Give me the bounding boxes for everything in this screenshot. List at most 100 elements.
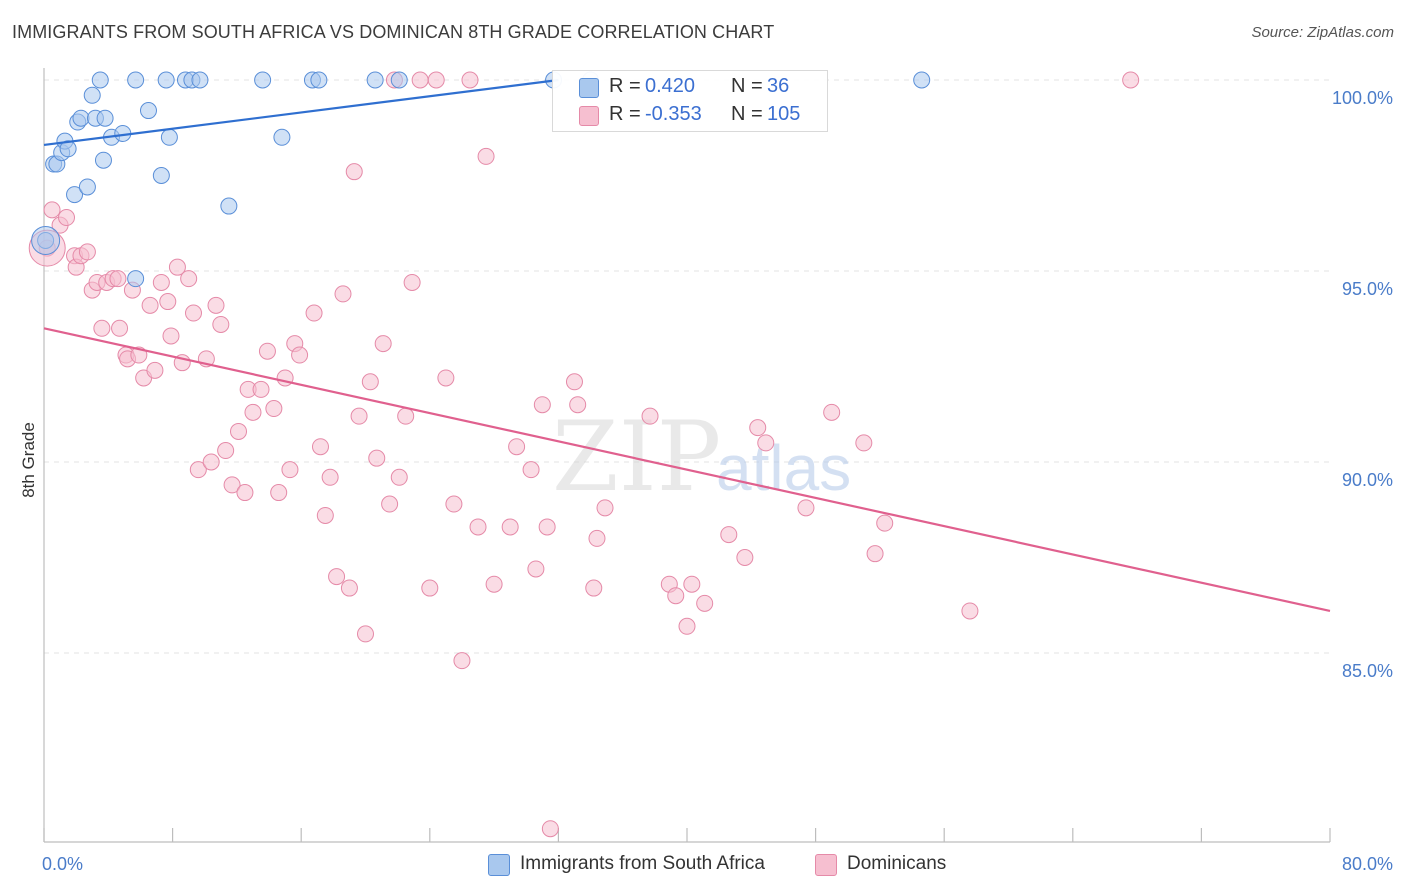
legend-n-value: 105	[767, 103, 801, 125]
dominicans-point	[212, 315, 230, 333]
x-tick-labels: 0.0% 80.0%	[42, 854, 1393, 874]
dominicans-point	[202, 453, 220, 471]
legend-n-label: N =	[731, 75, 763, 97]
y-tick-label: 90.0%	[1342, 470, 1393, 490]
y-tick-label: 95.0%	[1342, 279, 1393, 299]
y-axis-label: 8th Grade	[19, 422, 38, 498]
dominicans-point	[445, 495, 463, 513]
dominicans-point	[533, 396, 551, 414]
dominicans-point	[797, 499, 815, 517]
legend-row-dominicans: R = -0.353 N = 105	[553, 101, 827, 129]
dominicans-point	[340, 579, 358, 597]
dominicans-point	[411, 71, 429, 89]
dominicans-point	[58, 209, 76, 227]
dominicans-point	[477, 147, 495, 165]
dominicans-point	[162, 327, 180, 345]
dominicans-point	[146, 361, 164, 379]
bottom-legend-swatch-pink	[815, 854, 837, 876]
dominicans-point	[527, 560, 545, 578]
dominicans-point	[141, 296, 159, 314]
dominicans-point	[508, 438, 526, 456]
dominicans-point	[374, 335, 392, 353]
dominicans-point	[641, 407, 659, 425]
dominicans-point	[270, 484, 288, 502]
dominicans-point	[678, 617, 696, 635]
dominicans-point	[345, 163, 363, 181]
dominicans-point	[43, 201, 61, 219]
dominicans-point	[357, 625, 374, 643]
x-tick-label: 80.0%	[1342, 854, 1393, 874]
south-africa-point	[273, 128, 291, 146]
dominicans-point	[236, 484, 254, 502]
south-africa-point	[366, 71, 384, 89]
dominicans-point	[866, 545, 884, 563]
dominicans-point	[328, 568, 346, 586]
dominicans-point	[180, 270, 198, 288]
south-africa-point	[139, 102, 157, 120]
dominicans-point	[184, 304, 202, 322]
dominicans-point	[461, 71, 479, 89]
dominicans-point	[93, 319, 111, 337]
dominicans-point	[961, 602, 979, 620]
south-africa-point	[254, 71, 272, 89]
south-africa-trend-line	[43, 78, 559, 147]
dominicans-point	[683, 575, 701, 593]
dominicans-point	[316, 506, 334, 524]
dominicans-point	[569, 396, 587, 414]
south-africa-point	[91, 71, 109, 89]
legend-n-value: 36	[767, 75, 790, 97]
dominicans-point	[207, 296, 225, 314]
dominicans-point	[78, 243, 96, 261]
south-africa-point	[72, 109, 90, 127]
dominicans-point	[217, 442, 235, 460]
dominicans-point	[588, 529, 606, 547]
south-africa-point	[157, 71, 175, 89]
y-tick-label: 85.0%	[1342, 661, 1393, 681]
south-africa-point	[83, 86, 101, 104]
bottom-legend-dominicans: Dominicans	[815, 852, 975, 876]
dominicans-point	[403, 273, 421, 291]
legend-row-south-africa: R = 0.420 N = 36	[553, 73, 827, 101]
south-africa-point	[96, 109, 114, 127]
dominicans-point	[159, 293, 177, 311]
dominicans-point	[350, 407, 368, 425]
dominicans-point	[244, 403, 262, 421]
dominicans-point	[368, 449, 386, 467]
dominicans-point	[305, 304, 323, 322]
south-africa-point	[66, 186, 84, 204]
dominicans-point	[501, 518, 519, 536]
dominicans-point	[223, 476, 241, 494]
dominicans-point	[397, 407, 415, 425]
dominicans-point	[390, 468, 408, 486]
legend-swatch-blue	[579, 78, 599, 98]
south-africa-point	[913, 71, 931, 89]
bottom-legend-swatch-blue	[488, 854, 510, 876]
dominicans-point	[541, 820, 559, 838]
dominicans-point	[152, 273, 170, 291]
dominicans-point	[311, 438, 329, 456]
south-africa-point	[152, 167, 170, 184]
dominicans-point	[281, 461, 299, 479]
legend-r-value: -0.353	[645, 103, 702, 125]
dominicans-point	[823, 403, 841, 421]
south-africa-point	[78, 178, 96, 196]
south-africa-point	[310, 71, 328, 89]
dominicans-point	[252, 380, 270, 398]
dominicans-point	[189, 461, 207, 479]
dominicans-point	[485, 575, 503, 593]
dominicans-point	[421, 579, 439, 597]
stats-legend: R = 0.420 N = 36 R = -0.353 N = 105	[552, 70, 828, 132]
dominicans-point	[469, 518, 487, 536]
gridlines	[44, 79, 1330, 654]
dominicans-point	[736, 549, 754, 566]
dominicans-point	[749, 419, 767, 437]
dominicans-point	[427, 71, 445, 89]
trend-lines	[43, 78, 1331, 613]
dominicans-trend-line	[43, 327, 1331, 613]
south-africa-point	[191, 71, 209, 89]
south-africa-point	[127, 270, 145, 288]
dominicans-point	[258, 342, 276, 360]
dominicans-point	[596, 499, 614, 517]
south-africa-point	[220, 197, 238, 215]
dominicans-point	[230, 422, 248, 440]
